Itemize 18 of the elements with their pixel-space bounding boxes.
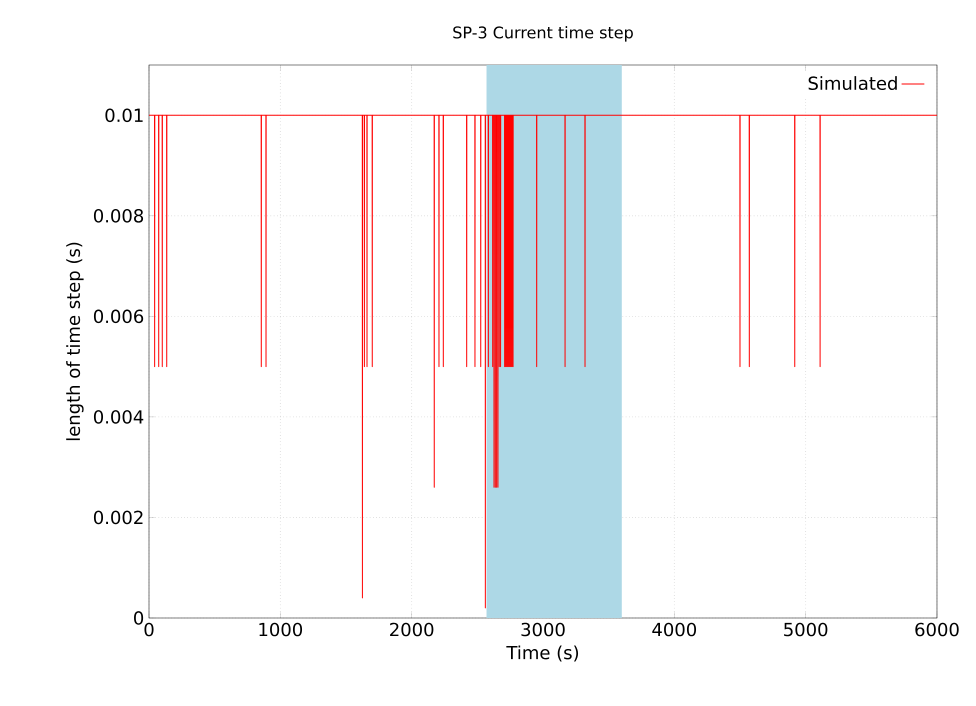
legend-label: Simulated (808, 76, 897, 90)
chart-title: SP-3 Current time step (453, 26, 633, 42)
x-tick-label: 5000 (784, 622, 828, 636)
y-tick-label: 0.01 (105, 108, 143, 122)
y-axis-title: length of time step (s) (66, 242, 84, 440)
x-axis-title: Time (s) (506, 645, 578, 662)
y-tick-label: 0.002 (94, 510, 142, 524)
x-tick-label: 2000 (390, 622, 434, 636)
y-tick-label: 0 (134, 611, 144, 625)
x-tick-label: 0 (144, 622, 154, 636)
line-series (149, 114, 937, 608)
x-tick-label: 1000 (259, 622, 302, 636)
x-tick-label: 4000 (652, 622, 696, 636)
y-tick-label: 0.004 (94, 410, 144, 424)
x-tick-label: 6000 (915, 622, 959, 636)
x-tick-label: 3000 (521, 622, 565, 636)
y-tick-label: 0.006 (94, 310, 144, 324)
y-tick-label: 0.008 (94, 208, 144, 223)
